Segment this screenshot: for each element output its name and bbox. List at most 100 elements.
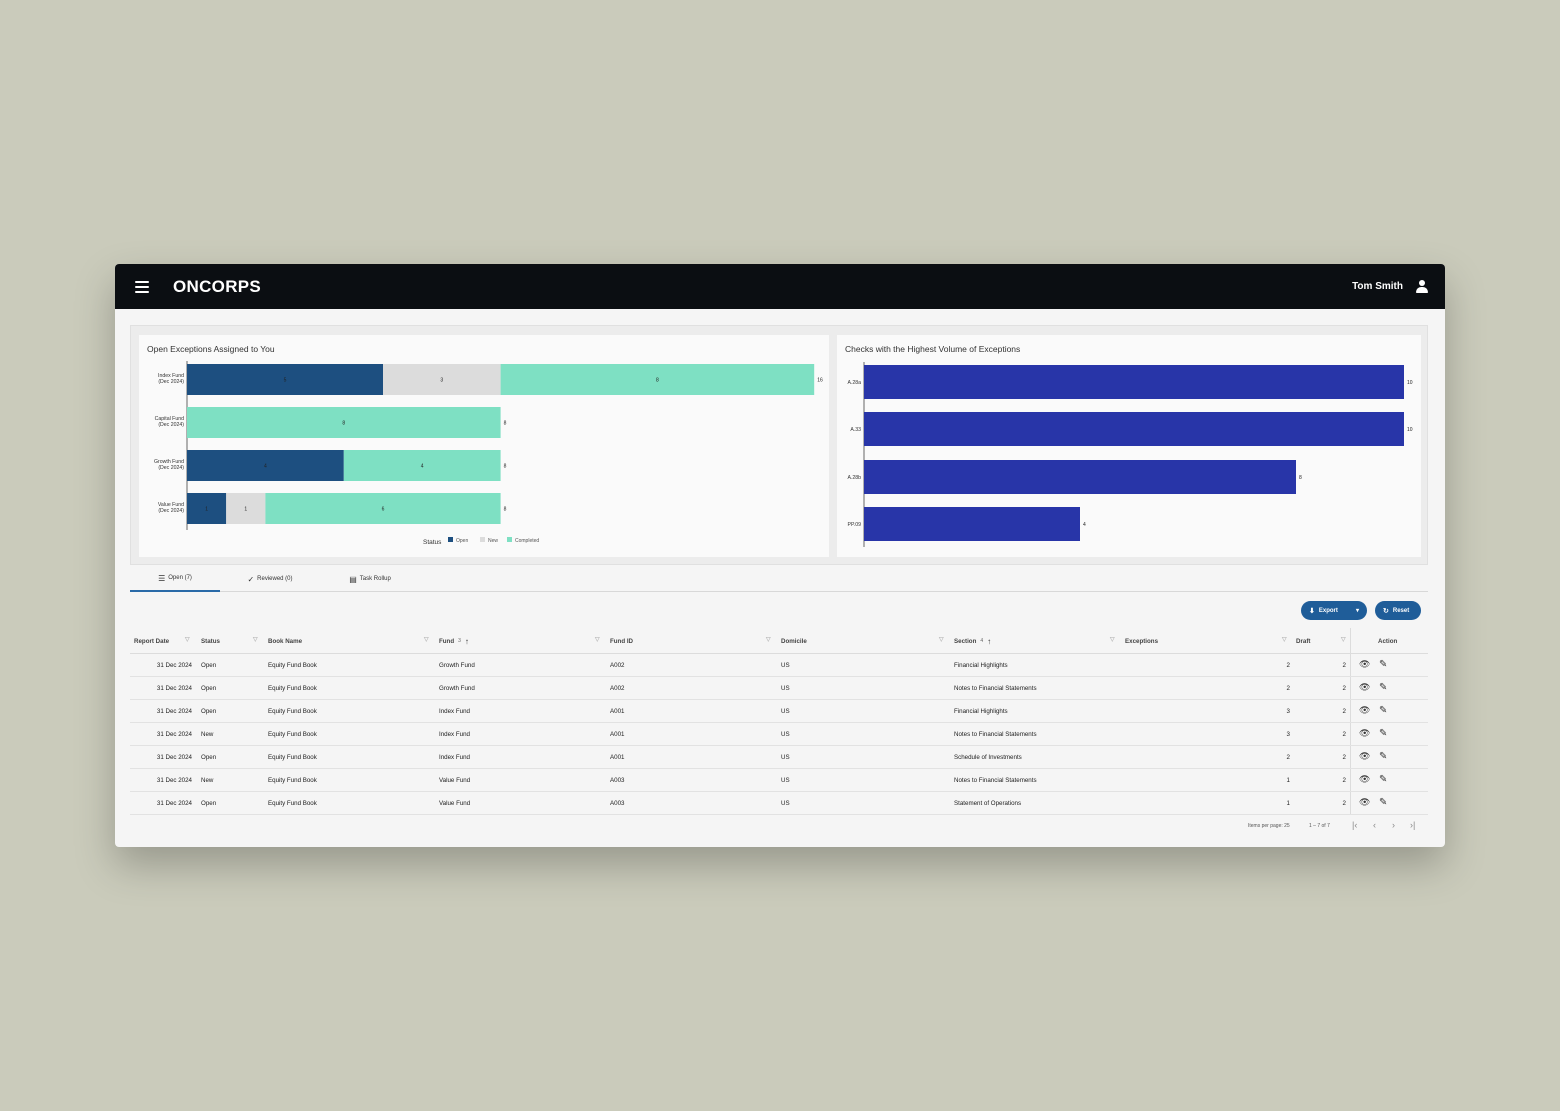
- legend-swatch: [480, 537, 485, 542]
- legend-label: New: [488, 538, 498, 544]
- filter-icon[interactable]: ▽: [595, 637, 600, 643]
- filter-icon[interactable]: ▽: [424, 637, 429, 643]
- col-header-exceptions[interactable]: Exceptions: [1125, 628, 1158, 654]
- col-header-fund[interactable]: Fund 3 ↑: [439, 628, 469, 654]
- filter-icon[interactable]: ▽: [939, 637, 944, 643]
- dropdown-caret-icon[interactable]: ▾: [1355, 608, 1359, 614]
- table-cell: US: [781, 754, 790, 761]
- open-exceptions-chart-title: Open Exceptions Assigned to You: [147, 344, 275, 354]
- col-header-fund-id[interactable]: Fund ID: [610, 628, 633, 654]
- sort-ascending-icon[interactable]: ↑: [464, 636, 469, 646]
- bar-value-label: 4: [264, 464, 267, 470]
- bar-value-label: 1: [244, 507, 247, 513]
- y-tick-label: A.33: [850, 427, 861, 433]
- items-per-page[interactable]: Items per page: 25: [1248, 823, 1290, 829]
- table-cell: 3: [1286, 731, 1290, 738]
- table-cell: A002: [610, 685, 625, 692]
- sort-ascending-icon[interactable]: ↑: [987, 636, 992, 646]
- download-icon: ⬇: [1309, 607, 1315, 615]
- edit-icon[interactable]: ✎: [1379, 659, 1388, 670]
- view-icon[interactable]: 👁: [1359, 774, 1371, 784]
- reset-button[interactable]: ↻ Reset: [1375, 601, 1421, 620]
- bar: [864, 460, 1296, 494]
- col-header-domicile[interactable]: Domicile: [781, 628, 807, 654]
- legend-title: Status: [423, 539, 442, 546]
- bar-value-label: 8: [656, 378, 659, 384]
- edit-icon[interactable]: ✎: [1379, 728, 1388, 739]
- edit-icon[interactable]: ✎: [1379, 705, 1388, 716]
- table-cell: US: [781, 777, 790, 784]
- view-icon[interactable]: 👁: [1359, 659, 1371, 669]
- y-tick-label: (Dec 2024): [158, 465, 184, 471]
- edit-icon[interactable]: ✎: [1379, 682, 1388, 693]
- col-label: Fund: [439, 637, 455, 645]
- table-row[interactable]: 31 Dec 2024 Open Equity Fund Book Value Fun…: [130, 792, 1428, 815]
- export-button[interactable]: ⬇ Export ▾: [1301, 601, 1367, 620]
- table-row[interactable]: 31 Dec 2024 Open Equity Fund Book Growth Fu…: [130, 677, 1428, 700]
- user-name[interactable]: Tom Smith: [1352, 281, 1403, 292]
- action-column-divider: [1350, 628, 1351, 814]
- table-row[interactable]: 31 Dec 2024 Open Equity Fund Book Growth Fu…: [130, 654, 1428, 677]
- edit-icon[interactable]: ✎: [1379, 774, 1388, 785]
- bar-value-label: 8: [1299, 475, 1302, 481]
- table-cell: Open: [201, 800, 217, 807]
- filter-icon[interactable]: ▽: [253, 637, 258, 643]
- filter-icon[interactable]: ▽: [1110, 637, 1115, 643]
- first-page-icon[interactable]: |‹: [1352, 820, 1358, 830]
- tab-task-rollup[interactable]: ▤ Task Rollup: [320, 566, 420, 592]
- table-cell: Open: [201, 708, 217, 715]
- sort-order-badge: 4: [980, 638, 984, 644]
- edit-icon[interactable]: ✎: [1379, 797, 1388, 808]
- table-cell: 2: [1342, 777, 1346, 784]
- table-cell: 31 Dec 2024: [156, 777, 192, 784]
- table-cell: Open: [201, 754, 217, 761]
- bar-value-label: 6: [382, 507, 385, 513]
- col-header-report-date[interactable]: Report Date: [134, 628, 169, 654]
- table-row[interactable]: 31 Dec 2024 New Equity Fund Book Index Fund…: [130, 723, 1428, 746]
- tab-open[interactable]: ☰ Open (7): [130, 566, 220, 592]
- y-tick-label: A.28b: [847, 475, 861, 481]
- filter-icon[interactable]: ▽: [185, 637, 190, 643]
- table-row[interactable]: 31 Dec 2024 Open Equity Fund Book Index Fun…: [130, 700, 1428, 723]
- table-cell: Growth Fund: [439, 662, 475, 669]
- legend-swatch: [448, 537, 453, 542]
- prev-page-icon[interactable]: ‹: [1373, 820, 1376, 830]
- col-header-status[interactable]: Status: [201, 628, 220, 654]
- col-header-section[interactable]: Section 4 ↑: [954, 628, 991, 654]
- app-window: ONCORPS Tom Smith Open Exceptions Assign…: [115, 264, 1445, 847]
- table-cell: A001: [610, 731, 625, 738]
- filter-icon[interactable]: ▽: [766, 637, 771, 643]
- edit-icon[interactable]: ✎: [1379, 751, 1388, 762]
- col-header-draft[interactable]: Draft: [1296, 628, 1310, 654]
- tab-reviewed[interactable]: ✓ Reviewed (0): [220, 566, 320, 592]
- tab-task-rollup-label: Task Rollup: [359, 576, 391, 582]
- view-icon[interactable]: 👁: [1359, 751, 1371, 761]
- y-tick-label: (Dec 2024): [158, 508, 184, 514]
- table-row[interactable]: 31 Dec 2024 Open Equity Fund Book Index Fun…: [130, 746, 1428, 769]
- table-cell: US: [781, 731, 790, 738]
- view-icon[interactable]: 👁: [1359, 728, 1371, 738]
- hamburger-menu-icon[interactable]: [135, 280, 149, 293]
- last-page-icon[interactable]: ›|: [1410, 820, 1416, 830]
- table-cell: Index Fund: [439, 708, 470, 715]
- table-cell: Financial Highlights: [954, 662, 1008, 669]
- bar-value-label: 8: [342, 421, 345, 427]
- view-icon[interactable]: 👁: [1359, 705, 1371, 715]
- user-account-icon[interactable]: [1415, 279, 1429, 294]
- table-cell: 31 Dec 2024: [156, 685, 192, 692]
- table-row[interactable]: 31 Dec 2024 New Equity Fund Book Value Fund…: [130, 769, 1428, 792]
- col-label: Status: [201, 637, 220, 645]
- next-page-icon[interactable]: ›: [1392, 820, 1395, 830]
- bar-value-label: 10: [1407, 380, 1413, 386]
- col-label: Action: [1378, 637, 1398, 645]
- col-header-book-name[interactable]: Book Name: [268, 628, 302, 654]
- table-cell: 31 Dec 2024: [156, 731, 192, 738]
- view-icon[interactable]: 👁: [1359, 682, 1371, 692]
- bar: [864, 507, 1080, 541]
- view-icon[interactable]: 👁: [1359, 797, 1371, 807]
- table-cell: Equity Fund Book: [268, 754, 317, 761]
- table-cell: 31 Dec 2024: [156, 708, 192, 715]
- filter-icon[interactable]: ▽: [1282, 637, 1287, 643]
- table-cell: 2: [1286, 754, 1290, 761]
- filter-icon[interactable]: ▽: [1341, 637, 1346, 643]
